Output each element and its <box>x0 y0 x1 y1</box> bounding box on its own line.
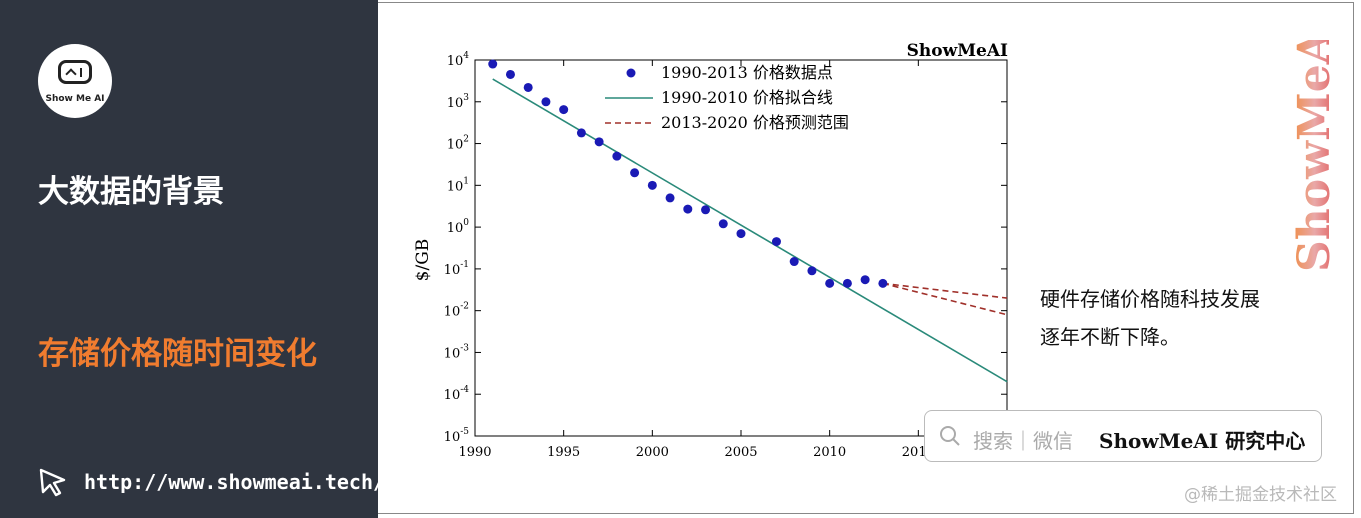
y-tick-label: 10-5 <box>444 427 470 445</box>
logo-text: Show Me AI <box>45 94 105 104</box>
data-point <box>825 278 835 288</box>
y-tick-label: 10-3 <box>444 343 470 361</box>
data-point <box>807 266 817 276</box>
forecast-series <box>882 282 1008 316</box>
y-tick-label: 10-2 <box>444 302 469 320</box>
data-point <box>860 275 870 285</box>
data-point <box>665 193 675 203</box>
scatter-series <box>488 59 888 288</box>
data-point <box>541 97 551 107</box>
x-tick-label: 2010 <box>813 445 846 460</box>
x-tick-label: 1995 <box>547 445 580 460</box>
chart-legend: 1990-2013 价格数据点 1990-2010 价格拟合线 2013-2020 … <box>605 63 849 132</box>
cursor-icon <box>39 468 66 497</box>
data-point <box>523 82 533 92</box>
y-tick-label: 10-4 <box>444 385 470 403</box>
data-point <box>771 237 781 247</box>
caption-line-1: 硬件存储价格随科技发展 <box>1040 287 1260 311</box>
wechat-search-box[interactable]: 搜索｜微信 ShowMeAI 研究中心 <box>924 410 1322 462</box>
data-point <box>559 105 569 115</box>
search-brand: ShowMeAI 研究中心 <box>1099 429 1306 453</box>
data-point <box>612 151 622 161</box>
x-tick-label: 2000 <box>636 445 669 460</box>
caption: 硬件存储价格随科技发展 逐年不断下降。 <box>1040 280 1260 356</box>
data-point <box>488 59 498 69</box>
y-tick-label: 101 <box>447 176 469 194</box>
caption-line-2: 逐年不断下降。 <box>1040 325 1180 349</box>
search-icon <box>940 426 960 446</box>
legend-label: 2013-2020 价格预测范围 <box>661 113 849 132</box>
chart-title: ShowMeAI <box>907 41 1008 61</box>
data-point <box>878 278 888 288</box>
x-tick-label: 1990 <box>458 445 491 460</box>
data-point <box>718 219 728 229</box>
showmeai-vertical-watermark: ShowMeAI <box>1289 40 1340 272</box>
y-tick-label: 10-1 <box>444 260 469 278</box>
juejin-watermark: @稀土掘金技术社区 <box>1184 485 1337 505</box>
legend-marker-points <box>626 68 636 78</box>
data-point <box>630 168 640 178</box>
search-placeholder: 搜索｜微信 <box>973 429 1073 453</box>
watermark-text: ShowMeAI <box>1289 40 1340 272</box>
showmeai-logo[interactable]: Show Me AI <box>38 44 112 118</box>
y-tick-label: 103 <box>447 93 470 111</box>
legend-label: 1990-2013 价格数据点 <box>661 63 833 82</box>
forecast-line <box>882 282 1008 316</box>
data-point <box>594 137 604 147</box>
legend-label: 1990-2010 价格拟合线 <box>661 88 833 107</box>
y-axis-label: $/GB <box>413 239 433 282</box>
chart-axes: 1990199520002005201020152020104103102101… <box>444 51 1020 460</box>
data-point <box>683 204 693 214</box>
section-subtitle: 存储价格随时间变化 <box>38 336 317 372</box>
sidebar: Show Me AI 大数据的背景 存储价格随时间变化 http://www.s… <box>0 0 385 518</box>
y-tick-label: 102 <box>447 135 469 153</box>
fit-line <box>492 78 1008 383</box>
data-point <box>789 257 799 267</box>
y-tick-label: 104 <box>447 51 470 69</box>
forecast-line <box>882 282 1008 299</box>
website-link[interactable]: http://www.showmeai.tech/ <box>84 470 386 494</box>
robot-face-icon <box>58 60 92 84</box>
fit-line-series <box>492 78 1008 383</box>
data-point <box>505 69 515 79</box>
y-tick-label: 100 <box>447 218 470 236</box>
section-title: 大数据的背景 <box>38 174 224 210</box>
data-point <box>842 278 852 288</box>
data-point <box>701 205 711 215</box>
content-frame <box>378 2 1354 514</box>
data-point <box>576 128 586 138</box>
storage-price-chart: 1990199520002005201020152020104103102101… <box>413 41 1020 460</box>
data-point <box>736 229 746 239</box>
data-point <box>647 180 657 190</box>
x-tick-label: 2005 <box>724 445 757 460</box>
